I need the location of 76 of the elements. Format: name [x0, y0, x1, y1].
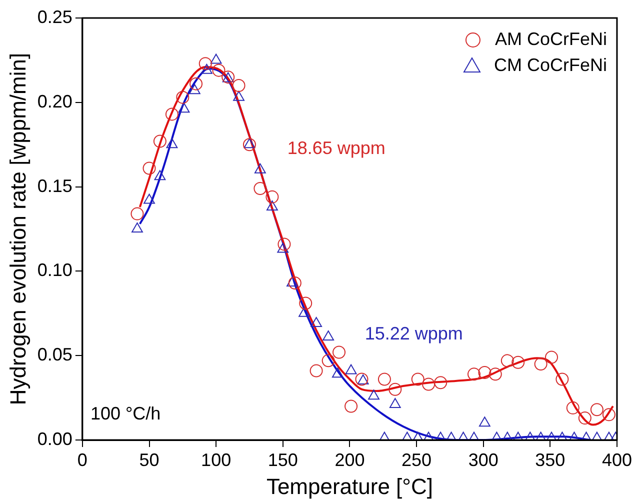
point: [322, 330, 334, 341]
y-tick-label: 0.20: [37, 91, 72, 112]
point: [345, 364, 357, 374]
point: [278, 238, 291, 251]
point: [502, 432, 514, 440]
point: [556, 432, 568, 440]
point: [212, 64, 226, 77]
legend-label: CM CoCrFeNi: [494, 54, 607, 75]
point: [412, 432, 424, 440]
point: [254, 163, 266, 174]
y-axis-title: Hydrogen evolution rate [wppm/min]: [5, 52, 30, 406]
point: [190, 77, 203, 90]
y-tick-label: 0.00: [37, 428, 72, 449]
point: [242, 138, 256, 152]
y-tick-label: 0.15: [37, 176, 72, 196]
x-tick-label: 300: [468, 450, 498, 470]
point: [154, 170, 166, 180]
point: [512, 432, 524, 440]
point: [201, 64, 212, 74]
x-tick-label: 0: [77, 450, 88, 470]
point: [568, 432, 580, 440]
y-tick-label: 0.25: [37, 6, 72, 27]
point: [130, 207, 144, 220]
legend-label: AM CoCrFeNi: [494, 28, 607, 49]
x-tick-label: 350: [535, 450, 566, 470]
point: [310, 317, 322, 328]
point: [298, 306, 310, 317]
point: [368, 390, 380, 400]
annotation: 18.65 wppm: [287, 138, 386, 158]
point: [458, 432, 469, 440]
x-tick-label: 200: [334, 450, 365, 470]
annotation: 15.22 wppm: [364, 323, 463, 344]
point: [535, 432, 547, 440]
point: [132, 222, 143, 232]
point: [188, 84, 200, 94]
x-tick-label: 250: [402, 450, 432, 470]
x-axis-title: Temperature [°C]: [266, 474, 433, 499]
point: [233, 90, 244, 101]
point: [468, 432, 480, 440]
point: [153, 134, 166, 148]
point: [144, 194, 155, 204]
point: [210, 54, 222, 64]
point: [176, 90, 190, 104]
point: [446, 432, 457, 440]
point: [142, 162, 156, 175]
point: [603, 432, 615, 440]
point: [232, 79, 246, 92]
point: [244, 138, 256, 148]
y-tick-label: 0.10: [37, 260, 72, 280]
x-tick-label: 100: [201, 450, 232, 470]
point: [546, 432, 558, 440]
point: [254, 182, 267, 195]
point: [165, 108, 178, 121]
point: [591, 432, 603, 440]
point: [491, 432, 502, 440]
point: [389, 398, 401, 408]
point: [286, 276, 298, 287]
point: [266, 190, 279, 204]
x-tick-label: 150: [268, 450, 298, 470]
point: [434, 432, 446, 440]
point: [166, 138, 178, 148]
point: [198, 57, 212, 70]
point: [524, 432, 536, 440]
point: [332, 368, 344, 378]
point: [266, 200, 278, 211]
annotation: 100 °C/h: [90, 404, 161, 424]
x-tick-label: 50: [139, 450, 160, 470]
point: [580, 432, 592, 440]
point: [401, 432, 413, 440]
point: [478, 416, 490, 427]
point: [178, 102, 190, 113]
point: [422, 432, 434, 440]
point: [277, 242, 289, 253]
x-tick-label: 400: [602, 450, 632, 470]
point: [378, 432, 390, 440]
y-tick-label: 0.05: [37, 344, 72, 365]
